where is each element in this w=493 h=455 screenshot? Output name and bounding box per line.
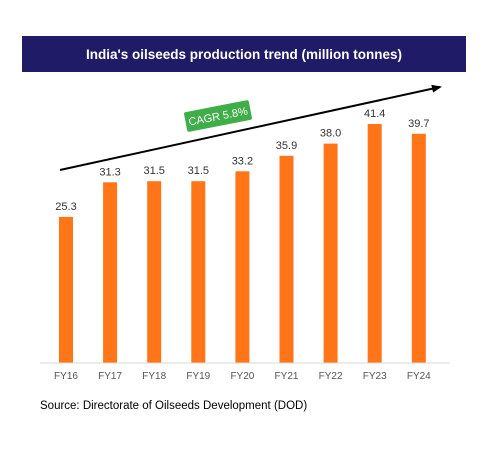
bar-fy17 (103, 182, 118, 363)
cagr-badge (184, 100, 252, 132)
bar-fy23 (367, 124, 382, 363)
bars-layer: 25.3 31.3 31.5 31.5 33.2 35.9 38.0 41.4 39.7 (55, 108, 430, 363)
tick-label-fy23: FY23 (363, 371, 387, 382)
value-label-fy22: 38.0 (320, 128, 341, 140)
bar-fy24 (411, 133, 426, 363)
cagr-annotation: CAGR 5.8% (184, 100, 252, 132)
value-label-fy16: 25.3 (55, 201, 76, 213)
value-label-fy24: 39.7 (408, 118, 429, 130)
value-label-fy23: 41.4 (364, 108, 385, 120)
value-label-fy19: 31.5 (188, 165, 209, 177)
bar-fy21 (279, 155, 294, 363)
value-label-fy17: 31.3 (99, 166, 120, 178)
chart-title: India's oilseeds production trend (milli… (22, 36, 466, 72)
source-note: Source: Directorate of Oilseeds Developm… (40, 400, 308, 412)
tick-label-fy20: FY20 (230, 371, 254, 382)
tick-label-fy18: FY18 (142, 371, 166, 382)
value-label-fy18: 31.5 (143, 165, 164, 177)
value-label-fy21: 35.9 (276, 140, 297, 152)
bar-fy19 (191, 181, 206, 363)
tick-label-fy17: FY17 (98, 371, 122, 382)
tick-label-fy24: FY24 (407, 371, 431, 382)
bar-fy18 (147, 181, 162, 363)
x-axis-ticks: FY16 FY17 FY18 FY19 FY20 FY21 FY22 FY23 FY24 (54, 371, 431, 382)
tick-label-fy16: FY16 (54, 371, 78, 382)
tick-label-fy19: FY19 (186, 371, 210, 382)
bar-fy22 (323, 143, 338, 363)
bar-fy16 (59, 216, 73, 363)
tick-label-fy22: FY22 (319, 371, 343, 382)
value-label-fy20: 33.2 (232, 155, 253, 167)
trend-arrow (59, 84, 442, 171)
tick-label-fy21: FY21 (275, 371, 299, 382)
bar-fy20 (235, 171, 250, 363)
